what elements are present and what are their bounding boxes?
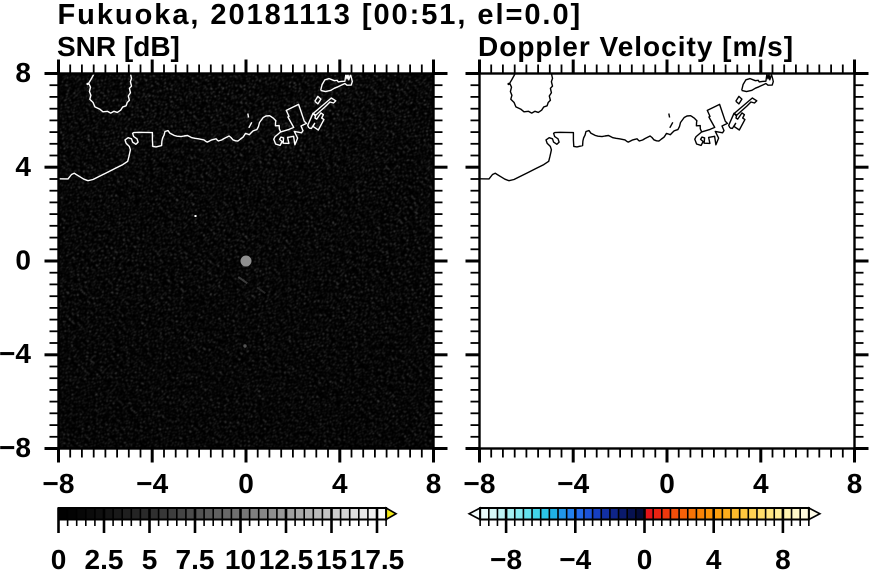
svg-text:5: 5 [142,544,158,570]
svg-text:4: 4 [753,468,769,499]
svg-text:8: 8 [426,468,442,499]
svg-text:−8: −8 [490,544,522,570]
svg-text:−4: −4 [557,468,589,499]
svg-text:Doppler Velocity [m/s]: Doppler Velocity [m/s] [478,31,794,62]
svg-text:15: 15 [316,544,347,570]
svg-text:7.5: 7.5 [176,544,215,570]
svg-text:12.5: 12.5 [259,544,314,570]
svg-text:4: 4 [15,151,31,182]
svg-text:−8: −8 [43,468,75,499]
svg-text:8: 8 [775,544,791,570]
svg-text:0: 0 [51,544,67,570]
svg-text:0: 0 [659,468,675,499]
svg-text:0: 0 [637,544,653,570]
svg-text:SNR [dB]: SNR [dB] [57,31,180,62]
svg-text:0: 0 [238,468,254,499]
svg-text:0: 0 [15,245,31,276]
svg-text:Fukuoka, 20181113 [00:51, el=0: Fukuoka, 20181113 [00:51, el=0.0] [58,0,583,31]
svg-text:−4: −4 [136,468,168,499]
svg-text:−4: −4 [0,338,31,369]
svg-text:17.5: 17.5 [350,544,405,570]
svg-text:8: 8 [847,468,863,499]
svg-text:−8: −8 [0,432,31,463]
svg-text:4: 4 [706,544,722,570]
svg-text:4: 4 [332,468,348,499]
svg-text:−4: −4 [559,544,591,570]
svg-text:8: 8 [15,57,31,88]
svg-text:10: 10 [225,544,256,570]
svg-text:2.5: 2.5 [85,544,124,570]
svg-text:−8: −8 [464,468,496,499]
